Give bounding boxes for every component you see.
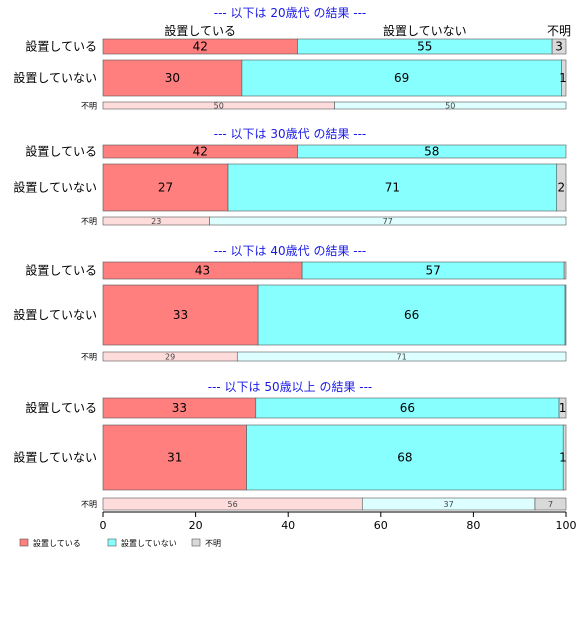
- bar-segment: [556, 163, 567, 212]
- x-tick-label: 80: [466, 519, 480, 532]
- data-label: 66: [400, 401, 415, 415]
- data-label: 30: [165, 71, 180, 85]
- legend-swatch: [107, 538, 117, 547]
- x-tick-label: 100: [556, 519, 577, 532]
- data-label: 3: [555, 40, 563, 54]
- bar-segment: [209, 216, 567, 226]
- data-label: 7: [548, 500, 553, 509]
- data-label: 33: [172, 401, 187, 415]
- panel-caption: --- 以下は 40歳代 の結果 ---: [214, 244, 367, 258]
- bar-segment: [227, 163, 558, 212]
- data-label: 42: [193, 145, 208, 159]
- data-label: 29: [165, 353, 175, 362]
- data-label: 1: [559, 71, 567, 85]
- row-label: 設置していない: [13, 180, 97, 195]
- data-label: 50: [214, 102, 224, 111]
- data-label: 27: [158, 181, 173, 195]
- bar-segment: [534, 497, 567, 511]
- data-label: 50: [445, 102, 455, 111]
- data-label: 66: [404, 308, 419, 322]
- bar-segment: [257, 284, 566, 346]
- data-label: 68: [397, 451, 412, 465]
- data-label: 42: [193, 40, 208, 54]
- data-label: 37: [444, 500, 454, 509]
- bar-segment: [334, 101, 567, 110]
- data-label: 55: [417, 40, 432, 54]
- data-label: 71: [397, 353, 407, 362]
- row-label: 設置している: [25, 263, 97, 278]
- data-label: 69: [394, 71, 409, 85]
- bar-segment: [558, 397, 567, 419]
- segment-header-label: 設置していない: [383, 23, 467, 38]
- data-label: 58: [424, 145, 439, 159]
- x-tick-label: 0: [100, 519, 107, 532]
- legend-entry: 設置していない: [121, 538, 177, 548]
- bar-segment: [564, 284, 567, 346]
- bar-segment: [241, 59, 562, 97]
- x-tick-label: 60: [374, 519, 388, 532]
- data-label: 1: [559, 401, 567, 415]
- bar-segment: [102, 163, 229, 212]
- panel-caption: --- 以下は 30歳代 の結果 ---: [214, 127, 367, 141]
- data-label: 2: [558, 181, 566, 195]
- data-label: 71: [385, 181, 400, 195]
- x-tick-label: 40: [281, 519, 295, 532]
- bar-segment: [561, 59, 567, 97]
- data-label: 77: [383, 217, 393, 226]
- legend-swatch: [191, 538, 201, 547]
- bar-segment: [563, 261, 567, 280]
- row-label: 不明: [81, 353, 97, 362]
- panel-caption: --- 以下は 20歳代 の結果 ---: [214, 6, 367, 20]
- data-label: 1: [559, 451, 567, 465]
- row-label: 不明: [81, 102, 97, 111]
- row-label: 設置していない: [13, 450, 97, 465]
- data-label: 56: [228, 500, 238, 509]
- row-label: 設置していない: [13, 307, 97, 322]
- row-label: 設置している: [25, 400, 97, 415]
- row-label: 設置している: [25, 39, 97, 54]
- panel-caption: --- 以下は 50歳以上 の結果 ---: [208, 380, 373, 394]
- data-label: 33: [173, 308, 188, 322]
- segment-header-label: 設置している: [164, 23, 236, 38]
- x-tick-label: 20: [189, 519, 203, 532]
- bar-segment: [562, 424, 567, 491]
- data-label: 43: [195, 264, 210, 278]
- data-label: 23: [151, 217, 161, 226]
- bar-segment: [246, 424, 564, 491]
- bar-segment: [236, 351, 567, 362]
- segment-header-label: 不明: [547, 24, 571, 38]
- row-label: 不明: [81, 217, 97, 226]
- bar-segment: [102, 284, 259, 346]
- legend-swatch: [19, 538, 29, 547]
- row-label: 設置している: [25, 144, 97, 159]
- data-label: 31: [167, 451, 182, 465]
- bar-segment: [551, 38, 567, 55]
- bar-segment: [102, 424, 247, 491]
- legend-entry: 不明: [205, 539, 221, 548]
- legend-entry: 設置している: [33, 538, 81, 548]
- data-label: 57: [425, 264, 440, 278]
- bar-segment: [297, 144, 567, 159]
- row-label: 不明: [81, 500, 97, 509]
- row-label: 設置していない: [13, 70, 97, 85]
